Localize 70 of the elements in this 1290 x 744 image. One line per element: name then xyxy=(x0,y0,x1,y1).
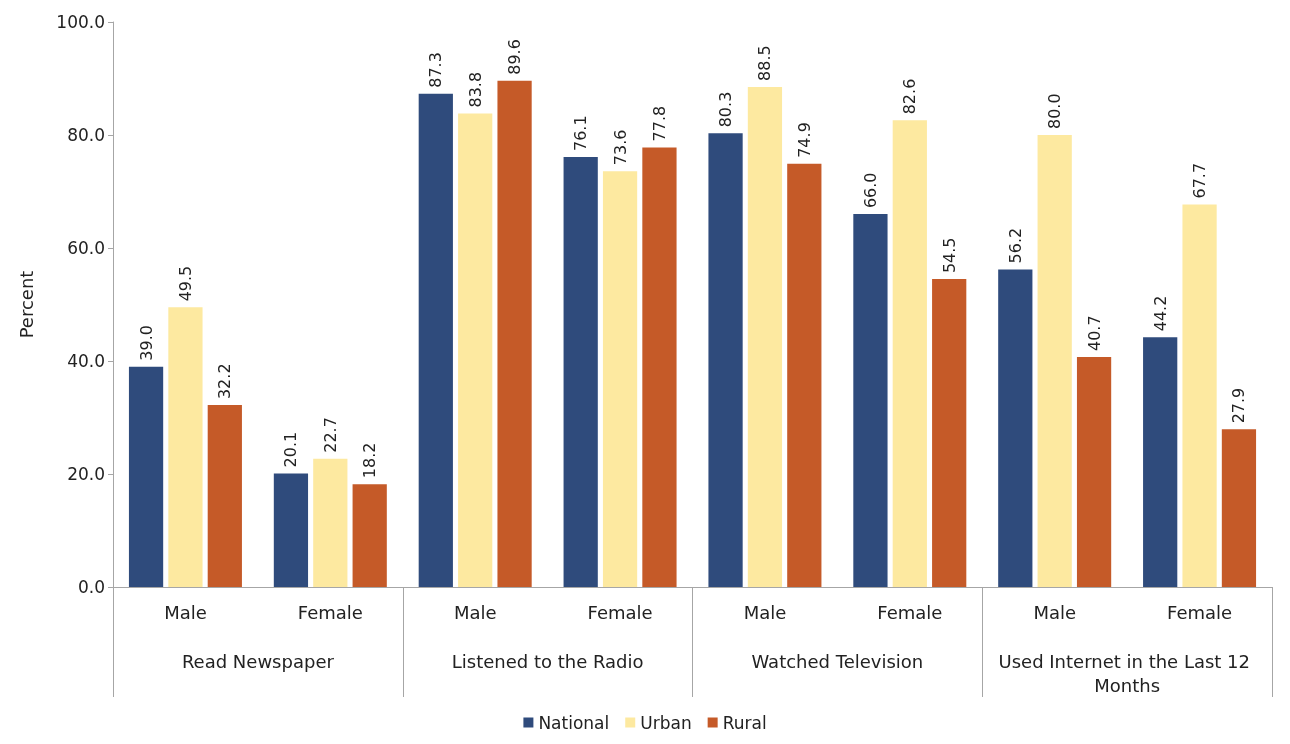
data-label: 88.5 xyxy=(755,45,775,81)
text: Read Newspaper xyxy=(181,650,335,672)
data-label: 44.2 xyxy=(1150,295,1170,332)
y-tick-label: 40.0 xyxy=(67,351,105,371)
bar xyxy=(458,113,493,587)
bar xyxy=(168,307,203,587)
data-label: 87.3 xyxy=(426,52,446,88)
bar xyxy=(1182,204,1217,587)
bar xyxy=(1143,337,1178,587)
bar xyxy=(1076,357,1112,587)
text: Listened to the Radio xyxy=(451,650,644,672)
bar xyxy=(128,366,164,587)
data-label: 22.7 xyxy=(320,417,340,453)
x-tick-label: Female xyxy=(1167,601,1233,623)
bar xyxy=(1221,429,1257,587)
x-tick-label: Female xyxy=(297,601,363,623)
bar xyxy=(207,405,242,587)
y-tick-label: 80.0 xyxy=(67,125,105,145)
x-tick-label: Male xyxy=(1033,601,1077,623)
data-label: 40.7 xyxy=(1084,315,1104,352)
data-label: 39.0 xyxy=(136,325,156,361)
y-axis-title: Percent xyxy=(15,270,37,339)
data-label: 49.5 xyxy=(175,265,195,302)
legend-label: Rural xyxy=(722,712,767,733)
data-label: 54.5 xyxy=(939,237,959,274)
bar xyxy=(352,484,387,587)
x-tick-label: Male xyxy=(743,601,787,623)
text: Watched Television xyxy=(751,650,924,672)
bar xyxy=(998,269,1033,587)
x-tick-label: Female xyxy=(587,601,653,623)
bar xyxy=(708,133,743,587)
data-label: 56.2 xyxy=(1005,227,1025,264)
bar xyxy=(787,163,822,587)
y-tick-label: 60.0 xyxy=(67,238,105,258)
legend-label: National xyxy=(538,712,610,733)
y-tick-label: 100.0 xyxy=(56,12,105,32)
text: Used Internet in the Last 12 Months xyxy=(998,650,1256,696)
data-label: 80.0 xyxy=(1045,93,1065,129)
data-label: 80.3 xyxy=(716,91,736,128)
y-tick-label: 20.0 xyxy=(67,464,105,484)
bar xyxy=(313,458,348,587)
bar xyxy=(273,473,309,587)
bar xyxy=(932,279,967,587)
data-label: 66.0 xyxy=(860,172,880,209)
data-label: 89.6 xyxy=(505,39,525,75)
bar xyxy=(747,86,783,587)
data-label: 32.2 xyxy=(215,363,235,400)
legend-label: Urban xyxy=(640,712,692,733)
bar xyxy=(602,171,638,587)
bar xyxy=(418,93,453,587)
bar xyxy=(853,214,888,587)
data-label: 18.2 xyxy=(360,442,380,479)
bar xyxy=(1037,135,1072,587)
data-label: 83.8 xyxy=(465,71,485,108)
x-tick-label: Male xyxy=(453,601,497,623)
x-tick-label: Female xyxy=(877,601,943,623)
x-tick-label: Male xyxy=(164,601,207,623)
data-label: 82.6 xyxy=(900,78,920,115)
data-label: 67.7 xyxy=(1190,162,1210,199)
y-tick-label: 0.0 xyxy=(77,577,105,597)
data-label: 77.8 xyxy=(649,105,669,142)
bar xyxy=(497,80,532,587)
bar xyxy=(642,147,677,587)
data-label: 74.9 xyxy=(794,122,814,158)
data-label: 20.1 xyxy=(281,431,301,468)
bar xyxy=(892,120,927,587)
data-label: 27.9 xyxy=(1229,387,1249,424)
data-label: 73.6 xyxy=(610,129,630,166)
data-label: 76.1 xyxy=(571,115,591,152)
bar xyxy=(563,157,598,587)
